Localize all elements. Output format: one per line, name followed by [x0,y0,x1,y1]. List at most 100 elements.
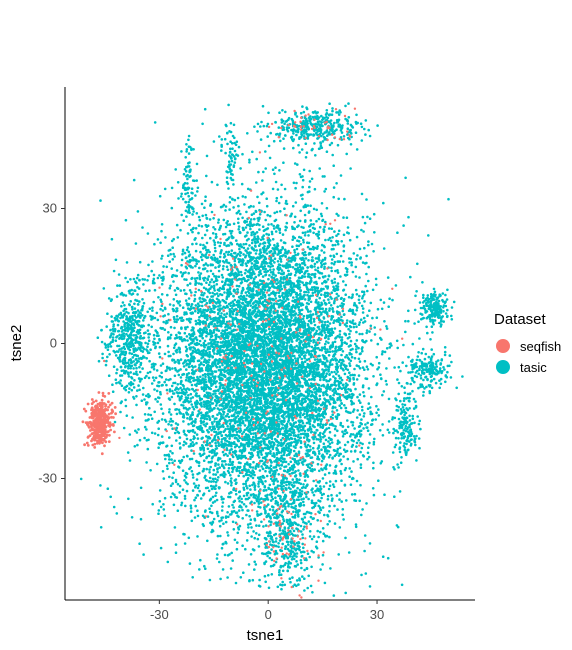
tasic-point [181,488,185,492]
tasic-point [184,256,188,260]
tasic-point [215,380,218,383]
tasic-point [157,509,161,512]
tasic-point [323,513,326,517]
tasic-point [104,363,108,367]
tasic-point [331,153,335,157]
tasic-point [220,312,223,315]
tasic-point [209,236,212,240]
tasic-point [244,480,248,483]
tasic-point [196,437,200,440]
tasic-point [242,413,245,416]
tasic-point [161,362,165,366]
tasic-point [350,445,354,448]
tasic-point [222,522,225,525]
tasic-point [284,444,288,448]
tasic-point [347,387,350,391]
tasic-point [331,243,335,247]
tasic-point [345,270,349,274]
tasic-point [342,249,346,253]
tasic-point [185,489,189,493]
tasic-point [172,252,175,256]
tasic-point [223,429,227,432]
tasic-point [322,393,325,397]
tasic-point [218,524,222,528]
tasic-point [299,111,303,115]
tasic-point [359,429,363,433]
tasic-point [327,455,331,459]
tasic-point [299,289,303,292]
tasic-point [278,231,282,235]
tasic-point [258,469,262,472]
tasic-point [292,296,295,299]
tasic-point [297,244,301,248]
tasic-point [214,249,217,253]
tasic-point [360,418,363,421]
tasic-point [357,374,361,377]
tasic-point [294,186,297,190]
tasic-point [100,340,104,344]
tasic-point [230,249,234,252]
tasic-point [350,261,354,264]
tasic-point [303,293,306,297]
tasic-point [104,346,108,349]
tasic-point [254,181,258,184]
tasic-point [313,468,317,471]
tasic-point [342,233,346,237]
tasic-point [328,442,332,446]
tasic-point [219,577,222,581]
tasic-point [311,294,315,297]
tasic-point [227,392,230,396]
tasic-point [256,300,259,303]
tasic-point [339,421,343,425]
tasic-point [307,357,311,361]
tasic-point [226,482,230,485]
tasic-point [267,144,271,148]
tasic-point [301,281,304,284]
tasic-point [334,349,338,353]
tasic-point [230,484,233,487]
tasic-point [194,484,198,488]
tasic-point [365,331,369,335]
tasic-point [362,394,366,398]
tasic-point [258,201,261,205]
tasic-point [185,391,188,394]
tasic-point [216,321,219,325]
tasic-point [336,508,339,511]
tasic-point [163,187,167,191]
tasic-point [340,341,344,344]
tasic-point [279,210,282,213]
tasic-point [280,183,283,187]
tasic-point [371,288,375,292]
tasic-point [192,407,196,411]
tasic-point [284,228,287,232]
tasic-point [216,340,220,344]
tasic-point [165,365,169,369]
tasic-point [222,413,225,416]
tasic-point [276,253,280,256]
tasic-point [252,435,255,439]
tasic-point [134,242,138,245]
tasic-point [360,573,363,577]
tasic-point [359,421,362,425]
tasic-point [354,275,358,278]
tasic-point [257,493,261,496]
tasic-point [272,298,276,302]
tasic-point [163,496,167,500]
tasic-point [239,212,242,216]
tasic-point [211,393,215,396]
tasic-point [257,170,260,174]
tasic-point [267,586,271,590]
tasic-point [268,483,272,487]
tasic-point [318,296,322,300]
tasic-point [214,473,218,476]
tasic-point [332,186,336,189]
tasic-point [253,560,256,564]
tasic-point [270,573,274,576]
tasic-point [328,520,331,523]
tasic-point [360,192,364,196]
tasic-point [354,322,357,326]
tasic-point [370,423,373,427]
tasic-point [157,419,161,423]
tasic-point [244,291,248,294]
tasic-point [171,246,174,249]
